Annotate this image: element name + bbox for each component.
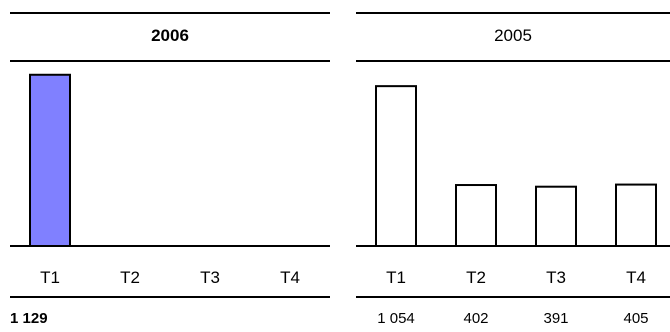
header-rule: [356, 60, 670, 62]
data-label: 1 054: [377, 310, 415, 327]
bar-t2: [455, 184, 497, 247]
header-rule: [10, 60, 330, 62]
chart-title: 2006: [151, 26, 189, 45]
bar-t4: [615, 183, 657, 247]
x-tick-label: T3: [546, 268, 566, 287]
chart-title: 2005: [494, 26, 532, 45]
data-label: 391: [543, 310, 569, 327]
x-tick-label: T2: [120, 268, 140, 287]
top-rule: [356, 12, 670, 14]
chart-panel-2005: 2005 T1 1 054 T2 402 T3 391 T4 405: [356, 0, 670, 332]
x-tick-label: T1: [386, 268, 406, 287]
bar-t1: [375, 85, 417, 248]
bar-t3: [535, 185, 577, 247]
bottom-rule: [10, 296, 330, 298]
x-tick-label: T4: [626, 268, 646, 287]
x-tick-label: T1: [40, 268, 60, 287]
plot-area: [356, 85, 670, 248]
top-rule: [10, 12, 330, 14]
bar-t1: [29, 73, 71, 248]
data-label: 402: [463, 310, 489, 327]
bottom-rule: [356, 296, 670, 298]
x-tick-label: T4: [280, 268, 300, 287]
plot-area: [10, 73, 330, 248]
x-tick-label: T2: [466, 268, 486, 287]
chart-panel-2006: 2006 T1 1 129 T2 T3 T4: [10, 0, 330, 332]
x-tick-label: T3: [200, 268, 220, 287]
data-label: 405: [623, 310, 649, 327]
data-label: 1 129: [10, 310, 48, 327]
